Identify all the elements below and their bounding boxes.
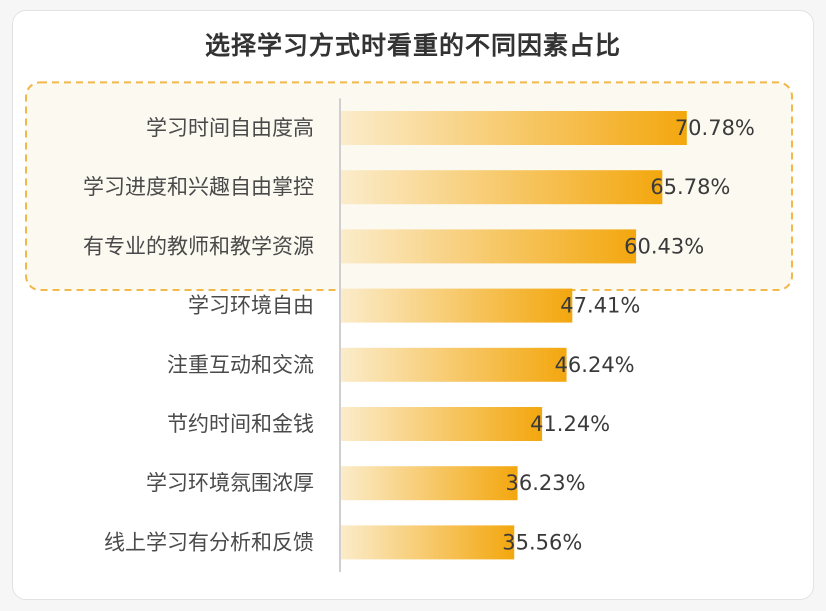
bar (340, 229, 637, 264)
bar (340, 111, 687, 145)
category-label: 学习时间自由度高 (146, 116, 314, 140)
value-label: 65.78% (650, 175, 730, 199)
chart-title: 选择学习方式时看重的不同因素占比 (204, 31, 621, 60)
bar (340, 466, 518, 501)
bar (340, 288, 573, 323)
value-label: 36.23% (506, 471, 586, 495)
bar (340, 407, 543, 441)
value-label: 46.24% (555, 353, 635, 377)
category-label: 节约时间和金钱 (167, 412, 314, 436)
value-label: 41.24% (530, 412, 610, 436)
bar (340, 525, 515, 560)
category-label: 学习环境氛围浓厚 (146, 471, 314, 495)
category-label: 有专业的教师和教学资源 (83, 234, 314, 258)
category-label: 学习进度和兴趣自由掌控 (83, 175, 314, 199)
value-label: 47.41% (560, 294, 640, 318)
value-label: 70.78% (675, 116, 755, 140)
value-label: 60.43% (624, 234, 704, 258)
category-label: 线上学习有分析和反馈 (104, 530, 314, 554)
value-label: 35.56% (502, 530, 582, 554)
bar (340, 170, 663, 205)
bar (340, 347, 567, 382)
category-label: 学习环境自由 (188, 294, 314, 318)
category-label: 注重互动和交流 (167, 353, 314, 377)
